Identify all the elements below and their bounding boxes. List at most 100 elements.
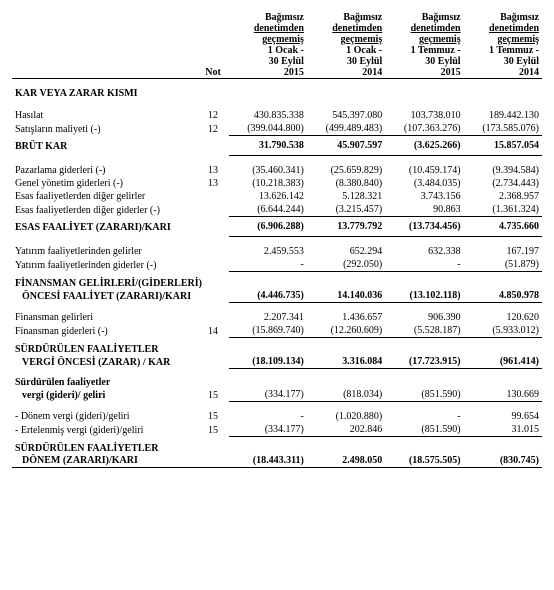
row-yfgid-label: Yatırım faaliyetlerinden giderler (-) [12, 258, 198, 272]
row-finonc-v3: (13.102.118) [385, 289, 463, 303]
hdr-col1-l2: denetimden [229, 23, 307, 34]
row-fingel-v4: 120.620 [464, 311, 542, 324]
hdr-col3-l2: denetimden [385, 23, 463, 34]
row-evg-note: 15 [198, 423, 229, 437]
row-dvg-v2: (1.020.880) [307, 410, 385, 423]
row-pg-note: 13 [198, 164, 229, 177]
hdr-col1-l1: Bağımsız [229, 12, 307, 23]
row-svo-l1: SÜRDÜRÜLEN FAALİYETLER [12, 344, 542, 355]
row-fingid-note: 14 [198, 324, 229, 338]
row-evg-label: - Ertelenmiş vergi (gideri)/geliri [12, 423, 198, 437]
row-hasilat-label: Hasılat [12, 109, 198, 122]
row-efdg-v3: 3.743.156 [385, 190, 463, 203]
row-final-v1: (18.443.311) [229, 454, 307, 468]
row-sfvg-l2: vergi (gideri)/ geliri [12, 388, 198, 402]
row-esasfk-v2: 13.779.792 [307, 217, 385, 237]
row-final-v3: (18.575.505) [385, 454, 463, 468]
row-yfgid-v1: - [229, 258, 307, 272]
row-sm-v1: (399.044.800) [229, 122, 307, 136]
row-pg-v3: (10.459.174) [385, 164, 463, 177]
row-gyg-v4: (2.734.443) [464, 177, 542, 190]
row-efdg-v2: 5.128.321 [307, 190, 385, 203]
hdr-col3-l1: Bağımsız [385, 12, 463, 23]
row-yfg-label: Yatırım faaliyetlerinden gelirler [12, 245, 198, 258]
row-finonc-v4: 4.850.978 [464, 289, 542, 303]
row-sm-note: 12 [198, 122, 229, 136]
row-sm-label: Satışların maliyeti (-) [12, 122, 198, 136]
row-sfvg-v2: (818.034) [307, 388, 385, 402]
row-gyg-v1: (10.218.383) [229, 177, 307, 190]
row-brutkar-v4: 15.857.054 [464, 136, 542, 156]
row-pg-v4: (9.394.584) [464, 164, 542, 177]
hdr-col2-l6: 2014 [307, 67, 385, 79]
row-final-v4: (830.745) [464, 454, 542, 468]
hdr-col3-l5: 30 Eylül [385, 56, 463, 67]
row-finonc-v1: (4.446.735) [229, 289, 307, 303]
row-dvg-label: - Dönem vergi (gideri)/geliri [12, 410, 198, 423]
row-fingid-v2: (12.260.609) [307, 324, 385, 338]
row-fingid-v1: (15.869.740) [229, 324, 307, 338]
row-efdg-label: Esas faaliyetlerden diğer gelirler [12, 190, 198, 203]
row-fingid-v3: (5.528.187) [385, 324, 463, 338]
row-brutkar-v3: (3.625.266) [385, 136, 463, 156]
row-gyg-note: 13 [198, 177, 229, 190]
row-sm-v2: (499.489.483) [307, 122, 385, 136]
hdr-col2-l1: Bağımsız [307, 12, 385, 23]
row-fingid-v4: (5.933.012) [464, 324, 542, 338]
row-sfvg-note: 15 [198, 388, 229, 402]
row-hasilat-v2: 545.397.080 [307, 109, 385, 122]
row-finonc-l2: ÖNCESİ FAALİYET (ZARARI)/KARI [12, 289, 198, 303]
row-final-l2: DÖNEM (ZARARI)/KARI [12, 454, 198, 468]
row-svo-v3: (17.723.915) [385, 355, 463, 369]
row-gyg-v3: (3.484.035) [385, 177, 463, 190]
row-dvg-v3: - [385, 410, 463, 423]
row-final-l1: SÜRDÜRÜLEN FAALİYETLER [12, 443, 542, 454]
row-esasfk-v3: (13.734.456) [385, 217, 463, 237]
row-efdgid-label: Esas faaliyetlerden diğer giderler (-) [12, 203, 198, 217]
row-sfvg-v1: (334.177) [229, 388, 307, 402]
row-efdg-v4: 2.368.957 [464, 190, 542, 203]
hdr-col2-l5: 30 Eylül [307, 56, 385, 67]
hdr-col1-l5: 30 Eylül [229, 56, 307, 67]
row-sfvg-v4: 130.669 [464, 388, 542, 402]
row-evg-v3: (851.590) [385, 423, 463, 437]
row-esasfk-label: ESAS FAALİYET (ZARARI)/KARI [12, 217, 198, 237]
row-svo-v2: 3.316.084 [307, 355, 385, 369]
hdr-col3-l3: geçmemiş [385, 34, 463, 45]
row-brutkar-v1: 31.790.538 [229, 136, 307, 156]
hdr-col2-l2: denetimden [307, 23, 385, 34]
hdr-col4-l2: denetimden [464, 23, 542, 34]
row-pg-v2: (25.659.829) [307, 164, 385, 177]
row-efdg-v1: 13.626.142 [229, 190, 307, 203]
row-sfvg-v3: (851.590) [385, 388, 463, 402]
row-dvg-note: 15 [198, 410, 229, 423]
row-efdgid-v1: (6.644.244) [229, 203, 307, 217]
hdr-col1-l3: geçmemiş [229, 34, 307, 45]
row-sfvg-l1: Sürdürülen faaliyetler [12, 377, 542, 388]
hdr-col4-l6: 2014 [464, 67, 542, 79]
hdr-col2-l4: 1 Ocak - [307, 45, 385, 56]
row-dvg-v4: 99.654 [464, 410, 542, 423]
row-evg-v2: 202.846 [307, 423, 385, 437]
hdr-not: Not [198, 67, 229, 79]
hdr-col2-l3: geçmemiş [307, 34, 385, 45]
row-fingid-label: Finansman giderleri (-) [12, 324, 198, 338]
row-efdgid-v4: (1.361.324) [464, 203, 542, 217]
row-yfg-v3: 632.338 [385, 245, 463, 258]
hdr-col4-l4: 1 Temmuz - [464, 45, 542, 56]
row-fingel-v3: 906.390 [385, 311, 463, 324]
row-fingel-label: Finansman gelirleri [12, 311, 198, 324]
row-dvg-v1: - [229, 410, 307, 423]
row-hasilat-v1: 430.835.338 [229, 109, 307, 122]
row-hasilat-note: 12 [198, 109, 229, 122]
hdr-col4-l5: 30 Eylül [464, 56, 542, 67]
hdr-col3-l6: 2015 [385, 67, 463, 79]
row-svo-v4: (961.414) [464, 355, 542, 369]
row-svo-v1: (18.109.134) [229, 355, 307, 369]
row-hasilat-v3: 103.738.010 [385, 109, 463, 122]
row-svo-l2: VERGİ ÖNCESİ (ZARAR) / KAR [12, 355, 198, 369]
section-title-pl: KAR VEYA ZARAR KISMI [12, 80, 542, 101]
row-fingel-v1: 2.207.341 [229, 311, 307, 324]
row-evg-v4: 31.015 [464, 423, 542, 437]
row-finonc-v2: 14.140.036 [307, 289, 385, 303]
